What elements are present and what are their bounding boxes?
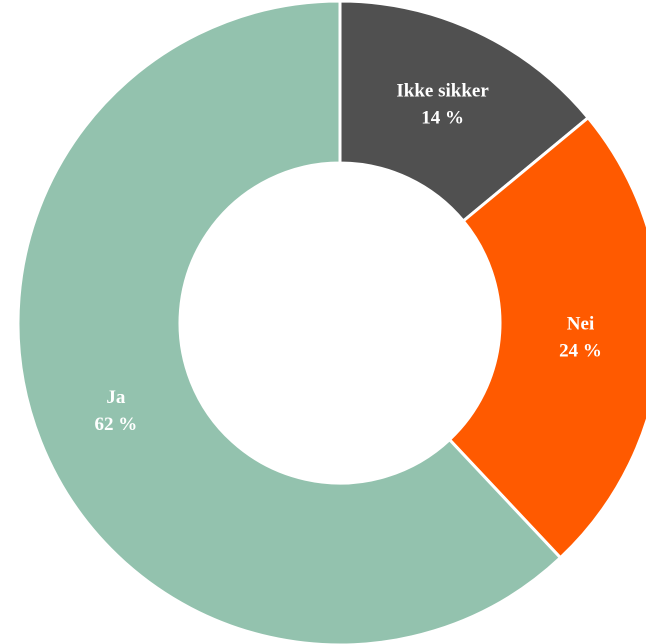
- segment-label: Ja: [106, 387, 126, 408]
- donut-segment: [447, 115, 646, 560]
- segment-value-label: 24 %: [559, 340, 602, 361]
- segment-label: Ikke sikker: [396, 80, 489, 101]
- segment-value-label: 14 %: [421, 107, 464, 128]
- segment-value-label: 62 %: [95, 414, 138, 435]
- donut-segment: [338, 0, 591, 224]
- segment-label: Nei: [567, 313, 594, 334]
- donut-segment: [16, 0, 563, 644]
